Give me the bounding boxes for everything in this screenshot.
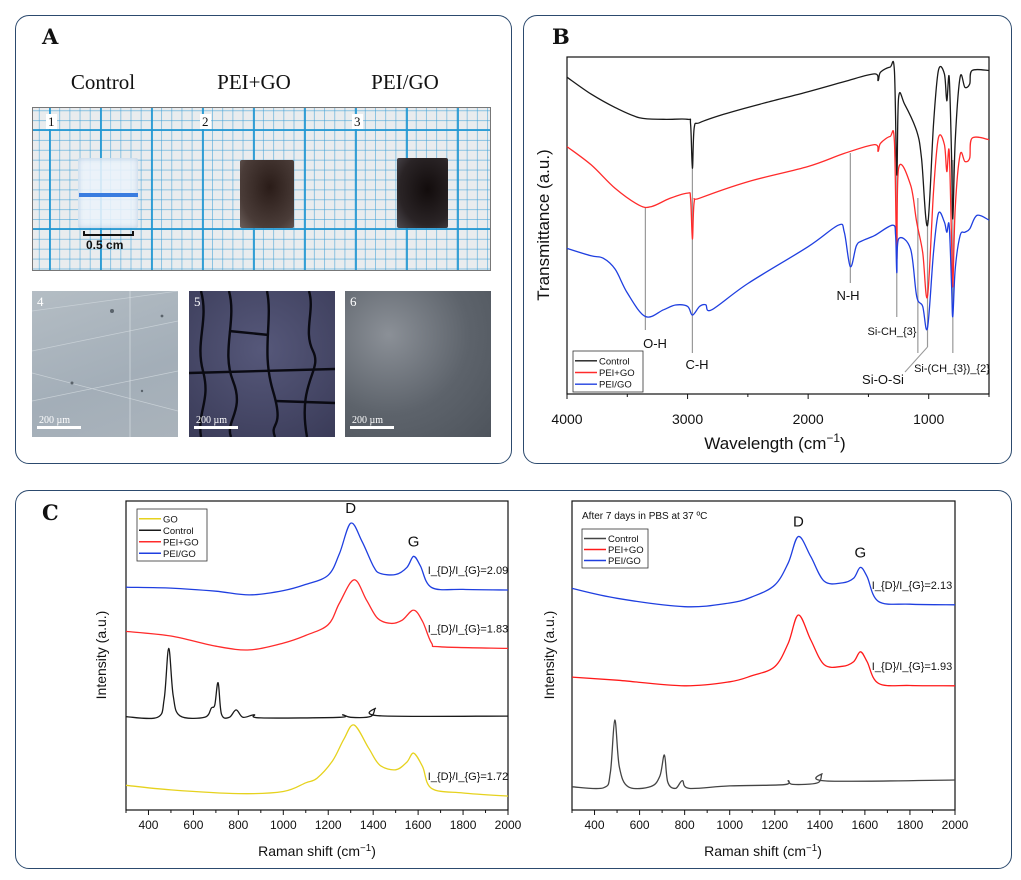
scale-bar-micro: [194, 426, 238, 429]
panel-b: [523, 15, 1012, 464]
photo-number-5: 5: [194, 294, 201, 309]
photo-number-4: 4: [37, 294, 44, 309]
sample-name-pei-plus-go: PEI+GO: [217, 70, 291, 94]
micrograph-pei-plus-go: 5 200 µm: [189, 291, 335, 437]
photo-number-6: 6: [350, 294, 357, 309]
micrograph-cracks: [189, 291, 335, 437]
scale-bar-micro-label: 200 µm: [352, 415, 384, 426]
sample-name-control: Control: [70, 70, 136, 94]
control-sample-stripe: [79, 193, 138, 197]
scale-bar-micro-label: 200 µm: [196, 415, 228, 426]
micrograph-texture: [32, 291, 178, 437]
pei-plus-go-sample: [240, 160, 294, 228]
panel-a-label: A: [42, 24, 59, 49]
photo-number-1: 1: [46, 114, 57, 129]
panel-b-label: B: [552, 24, 570, 49]
photo-number-3: 3: [352, 114, 363, 129]
scale-bar-micro: [37, 426, 81, 429]
pei-go-sample: [397, 158, 448, 228]
micrograph-control: 4 200 µm: [32, 291, 178, 437]
scale-bar-micro-label: 200 µm: [39, 415, 71, 426]
micrograph-pei-go: 6 200 µm: [345, 291, 491, 437]
photo-number-2: 2: [200, 114, 211, 129]
scale-bar-macro-label: 0.5 cm: [86, 238, 124, 252]
panel-c-label: C: [42, 500, 59, 525]
sample-name-pei-go: PEI/GO: [371, 70, 439, 94]
scale-bar-macro: [83, 231, 134, 236]
panel-c: [15, 490, 1012, 869]
scale-bar-micro: [350, 426, 394, 429]
